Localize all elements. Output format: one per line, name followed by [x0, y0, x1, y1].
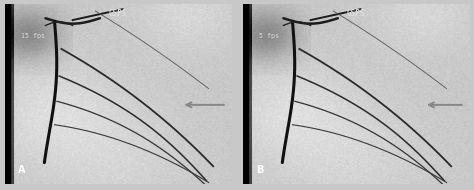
Text: 15 fps: 15 fps: [20, 33, 45, 39]
Text: A: A: [18, 165, 26, 175]
Text: B: B: [256, 165, 264, 175]
Bar: [5, 4, 10, 184]
Text: GSPS: GSPS: [109, 9, 128, 18]
Text: GSPS: GSPS: [346, 9, 365, 18]
Bar: [243, 4, 248, 184]
Text: 5 fps: 5 fps: [258, 33, 279, 39]
